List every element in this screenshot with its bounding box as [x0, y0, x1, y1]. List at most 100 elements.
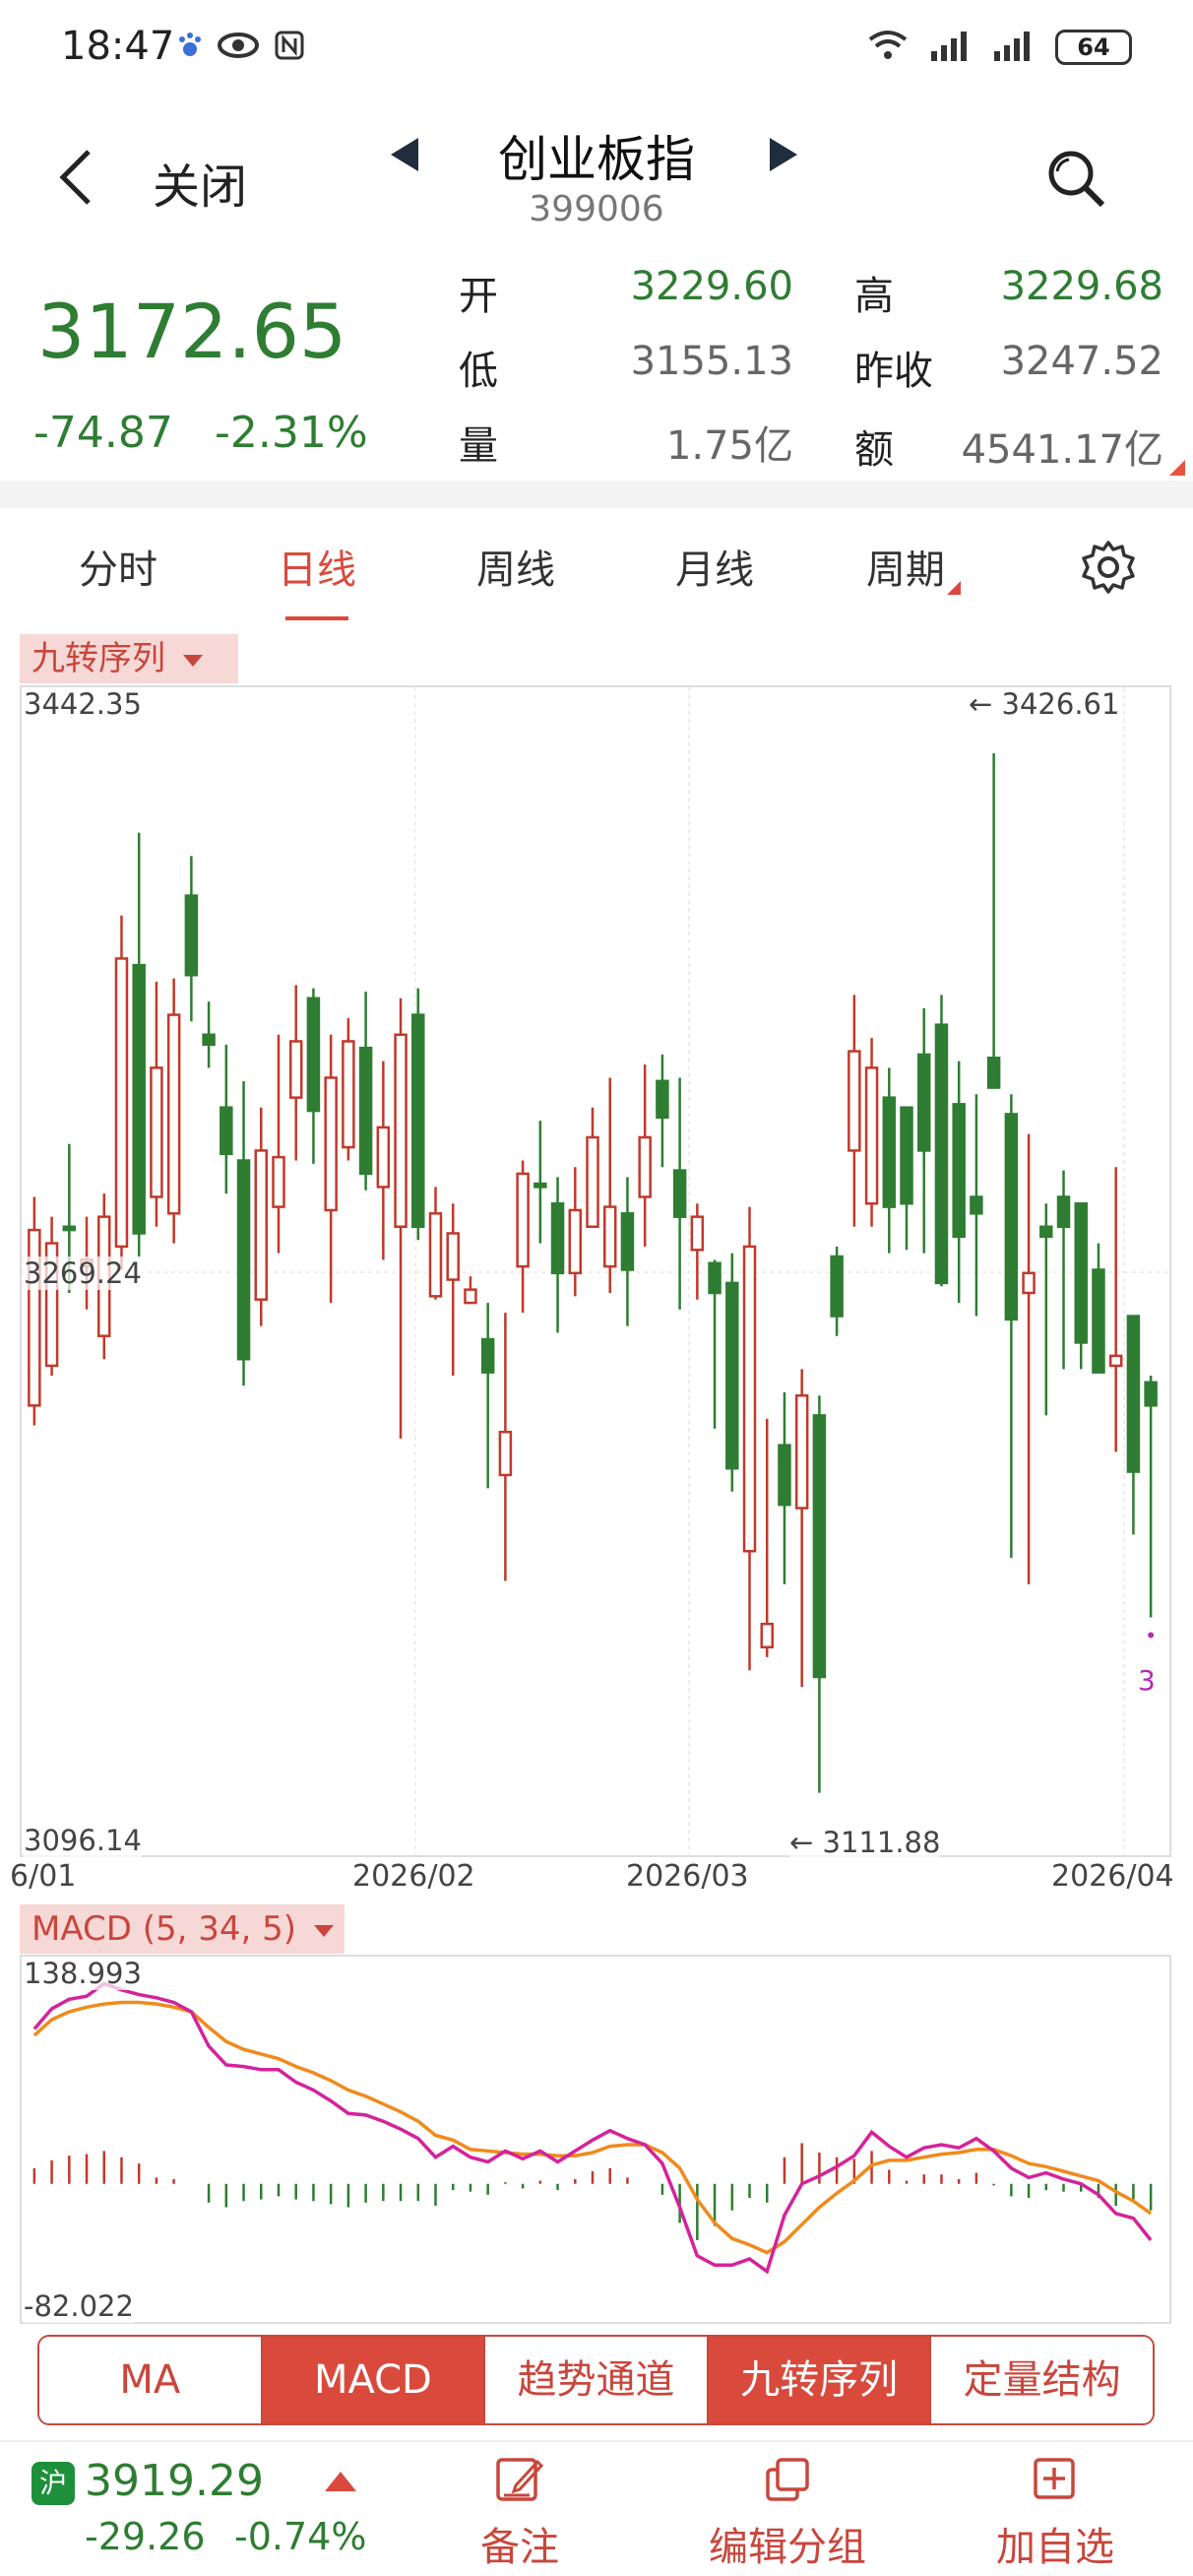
candle-body	[708, 1261, 722, 1295]
candle-down	[952, 1061, 966, 1304]
open-value: 3229.60	[630, 264, 793, 309]
candle-down	[900, 1106, 913, 1251]
candle-down	[534, 1121, 547, 1244]
candle-body	[916, 1053, 931, 1152]
main-indicator-label: 九转序列	[31, 639, 165, 678]
edit-group-label: 编辑分组	[709, 2525, 866, 2570]
tab-daily[interactable]: 日线	[278, 547, 356, 593]
shanghai-change: -29.26	[85, 2515, 206, 2558]
sub-indicator-label: MACD (5, 34, 5)	[31, 1909, 297, 1949]
candle-body	[236, 1159, 251, 1361]
tab-period[interactable]: 周期	[866, 547, 945, 593]
candle-up	[342, 1017, 355, 1161]
candle-body	[952, 1103, 966, 1239]
dea-line	[32, 2000, 1153, 2255]
candle-down	[132, 832, 146, 1257]
candle-up	[288, 985, 303, 1161]
candle-down	[306, 988, 321, 1164]
expand-corner-icon[interactable]	[1169, 460, 1185, 476]
candle-body	[550, 1201, 565, 1275]
candle-body	[934, 1023, 949, 1285]
note-button[interactable]: 备注	[421, 2452, 618, 2572]
low-price-marker: ← 3111.88	[789, 1826, 941, 1859]
candle-down	[1056, 1170, 1071, 1370]
candle-up	[394, 998, 408, 1439]
edit-group-button[interactable]: 编辑分组	[689, 2452, 886, 2572]
sub-indicator-selector[interactable]: MACD (5, 34, 5)	[20, 1904, 345, 1954]
high-label: 高	[854, 274, 894, 319]
candle-down	[656, 1054, 669, 1168]
main-indicator-selector[interactable]: 九转序列	[20, 634, 238, 683]
candle-body	[830, 1255, 844, 1318]
nfc-icon	[275, 31, 304, 60]
indicator-nine-turn-button[interactable]: 九转序列	[708, 2337, 932, 2423]
candle-body	[568, 1208, 583, 1275]
candle-body	[1056, 1195, 1071, 1229]
add-watchlist-button[interactable]: 加自选	[957, 2452, 1154, 2572]
tab-monthly[interactable]: 月线	[675, 547, 754, 593]
candle-up	[446, 1203, 460, 1377]
candle-body	[150, 1066, 163, 1198]
low-label: 低	[459, 349, 498, 394]
candle-body	[760, 1622, 774, 1648]
indicator-macd-button[interactable]: MACD	[262, 2337, 486, 2423]
candle-body	[166, 1013, 181, 1215]
add-watchlist-label: 加自选	[996, 2525, 1114, 2570]
candle-up	[568, 1167, 583, 1297]
candle-up	[428, 1187, 443, 1300]
candle-down	[620, 1177, 635, 1326]
search-icon[interactable]	[1045, 148, 1108, 211]
status-notification-icons	[177, 30, 305, 61]
candle-body	[725, 1281, 739, 1470]
header: 关闭 创业板指 399006	[0, 98, 1193, 256]
candle-down	[1004, 1094, 1019, 1558]
y-min-label: 3096.14	[24, 1824, 142, 1857]
battery-icon: 64	[1055, 30, 1132, 65]
prev-stock-arrow-icon[interactable]	[389, 136, 420, 173]
candle-down	[358, 992, 373, 1191]
candle-body	[848, 1050, 861, 1152]
tab-weekly[interactable]: 周线	[476, 547, 555, 593]
x-tick-label: 6/01	[10, 1859, 77, 1894]
candle-body	[656, 1079, 669, 1120]
indicator-ma-button[interactable]: MA	[39, 2337, 263, 2423]
back-chevron-icon[interactable]	[55, 148, 94, 207]
candle-body	[586, 1135, 599, 1229]
gear-icon[interactable]	[1079, 538, 1138, 597]
candle-up	[150, 981, 163, 1227]
candlestick-chart[interactable]: 3442.35 3269.24 3096.14 ← 3426.61 ← 3111…	[20, 685, 1171, 1859]
indicator-quant-structure-button[interactable]: 定量结构	[931, 2337, 1153, 2423]
candle-up	[166, 978, 181, 1244]
indicator-trend-channel-button[interactable]: 趋势通道	[485, 2337, 709, 2423]
macd-chart[interactable]: 138.993 -82.022	[20, 1955, 1171, 2324]
candle-body	[184, 894, 199, 977]
candle-body	[1092, 1268, 1105, 1374]
cellular-signal-icon	[994, 32, 1030, 61]
note-label: 备注	[480, 2525, 559, 2570]
period-tabs: 分时 日线 周线 月线 周期	[0, 508, 1193, 624]
candle-up	[28, 1196, 41, 1426]
y-max-label: 3442.35	[24, 687, 142, 721]
candle-up	[272, 1034, 285, 1254]
prev-close-value: 3247.52	[1000, 339, 1163, 384]
candle-body	[534, 1182, 547, 1189]
high-value: 3229.68	[1000, 264, 1163, 309]
candle-down	[986, 752, 1001, 1089]
candle-down	[550, 1177, 565, 1333]
wifi-icon	[868, 31, 908, 59]
candle-body	[498, 1430, 513, 1477]
price-change-percent: -2.31%	[215, 408, 368, 458]
next-stock-arrow-icon[interactable]	[768, 136, 799, 173]
candle-body	[254, 1149, 269, 1301]
tab-intraday[interactable]: 分时	[79, 547, 157, 593]
nine-turn-dot	[1148, 1632, 1155, 1639]
close-button[interactable]: 关闭	[153, 160, 248, 215]
candle-up	[44, 1216, 59, 1377]
y-mid-label: 3269.24	[24, 1256, 142, 1290]
candle-down	[1126, 1315, 1141, 1535]
candle-body	[132, 963, 146, 1235]
candle-down	[708, 1259, 722, 1429]
candle-down	[778, 1391, 791, 1584]
candle-body	[464, 1288, 477, 1305]
candle-body	[900, 1106, 913, 1205]
